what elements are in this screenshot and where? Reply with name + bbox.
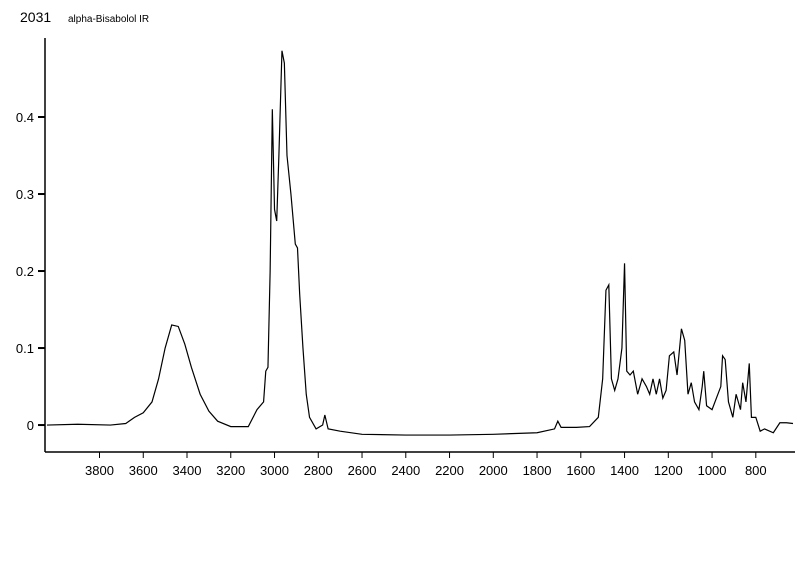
- x-tick-label: 3800: [85, 463, 114, 478]
- chart-title: alpha-Bisabolol IR: [68, 14, 149, 25]
- x-tick-label: 2000: [479, 463, 508, 478]
- x-tick-label: 1200: [654, 463, 683, 478]
- x-tick-label: 3200: [216, 463, 245, 478]
- x-tick-label: 1000: [698, 463, 727, 478]
- y-tick-label: 0: [27, 418, 34, 433]
- x-tick-label: 3000: [260, 463, 289, 478]
- x-tick-label: 2800: [304, 463, 333, 478]
- x-tick-label: 1400: [610, 463, 639, 478]
- y-tick-label: 0.3: [16, 187, 34, 202]
- y-tick-label: 0.4: [16, 110, 34, 125]
- x-tick-label: 2600: [348, 463, 377, 478]
- x-tick-label: 1800: [523, 463, 552, 478]
- y-tick-label: 0.2: [16, 264, 34, 279]
- x-tick-label: 2200: [435, 463, 464, 478]
- x-tick-label: 1600: [566, 463, 595, 478]
- y-tick-label: 0.1: [16, 341, 34, 356]
- x-tick-label: 800: [745, 463, 767, 478]
- spectrum-line: [46, 50, 794, 436]
- x-tick-label: 3600: [129, 463, 158, 478]
- x-tick-label: 2400: [391, 463, 420, 478]
- spectrum-id: 2031: [20, 9, 51, 25]
- x-tick-label: 3400: [173, 463, 202, 478]
